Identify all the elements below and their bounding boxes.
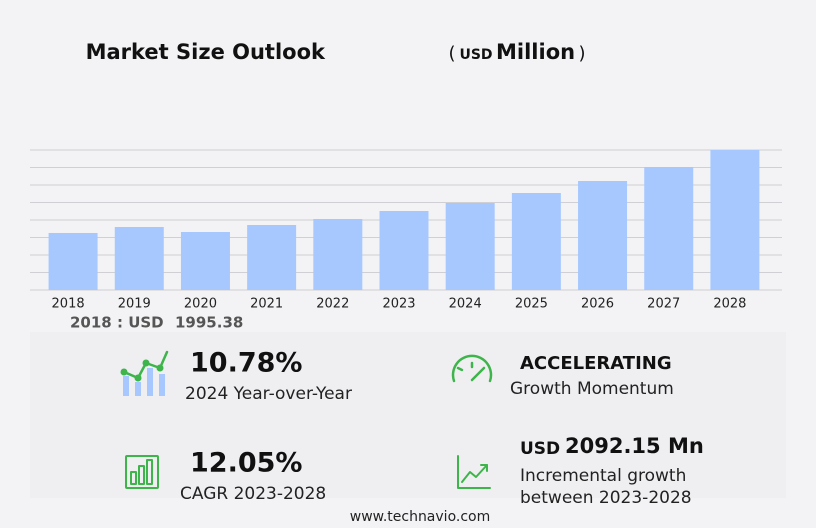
incremental-currency: USD bbox=[520, 439, 560, 459]
footer: www.technavio.com bbox=[350, 509, 491, 525]
bar bbox=[578, 181, 628, 290]
x-tick-label: 2018 bbox=[52, 297, 85, 312]
bar bbox=[313, 219, 363, 290]
yoy-icon bbox=[120, 350, 169, 396]
incremental-label: between 2023-2028 bbox=[520, 488, 692, 508]
yoy-label: 2024 Year-over-Year bbox=[185, 384, 352, 404]
x-tick-label: 2027 bbox=[647, 297, 680, 312]
bar bbox=[247, 225, 297, 290]
x-tick-label: 2024 bbox=[449, 297, 482, 312]
unit-open: ( bbox=[448, 43, 455, 64]
x-tick-label: 2025 bbox=[515, 297, 548, 312]
cagr-icon bbox=[125, 455, 159, 489]
unit-currency: USD bbox=[459, 47, 492, 63]
incremental-icon bbox=[457, 455, 491, 489]
x-tick-label: 2020 bbox=[184, 297, 217, 312]
x-tick-label: 2028 bbox=[713, 297, 746, 312]
x-tick-label: 2022 bbox=[316, 297, 349, 312]
bar bbox=[445, 203, 495, 290]
x-tick-label: 2021 bbox=[250, 297, 283, 312]
incremental-value: 2092.15 Mn bbox=[565, 434, 704, 458]
momentum-value: ACCELERATING bbox=[520, 353, 672, 374]
cagr-label: CAGR 2023-2028 bbox=[180, 484, 326, 504]
x-tick-label: 2023 bbox=[382, 297, 415, 312]
bar bbox=[511, 193, 561, 290]
unit: Million bbox=[496, 40, 575, 64]
plot: 2018 2019 2020 2021 2022 2023 2024 2025 2026 2027… bbox=[30, 149, 782, 312]
bar bbox=[710, 150, 760, 290]
bar bbox=[379, 211, 429, 290]
momentum-icon bbox=[451, 354, 493, 383]
bar bbox=[114, 227, 164, 290]
cagr-value: 12.05% bbox=[190, 448, 302, 479]
x-tick-label: 2026 bbox=[581, 297, 614, 312]
incremental-label: Incremental growth bbox=[520, 466, 686, 486]
bar bbox=[644, 167, 694, 290]
stats-panel bbox=[30, 332, 786, 498]
base-value: 1995.38 bbox=[175, 314, 243, 332]
bar bbox=[48, 232, 98, 290]
unit-close: ) bbox=[578, 43, 585, 64]
momentum-label: Growth Momentum bbox=[510, 379, 674, 399]
chart-title: Market Size Outlook bbox=[86, 40, 326, 64]
yoy-value: 10.78% bbox=[190, 348, 302, 379]
base-label: 2018 : USD bbox=[70, 314, 164, 332]
bar bbox=[180, 232, 230, 290]
x-tick-label: 2019 bbox=[118, 297, 151, 312]
